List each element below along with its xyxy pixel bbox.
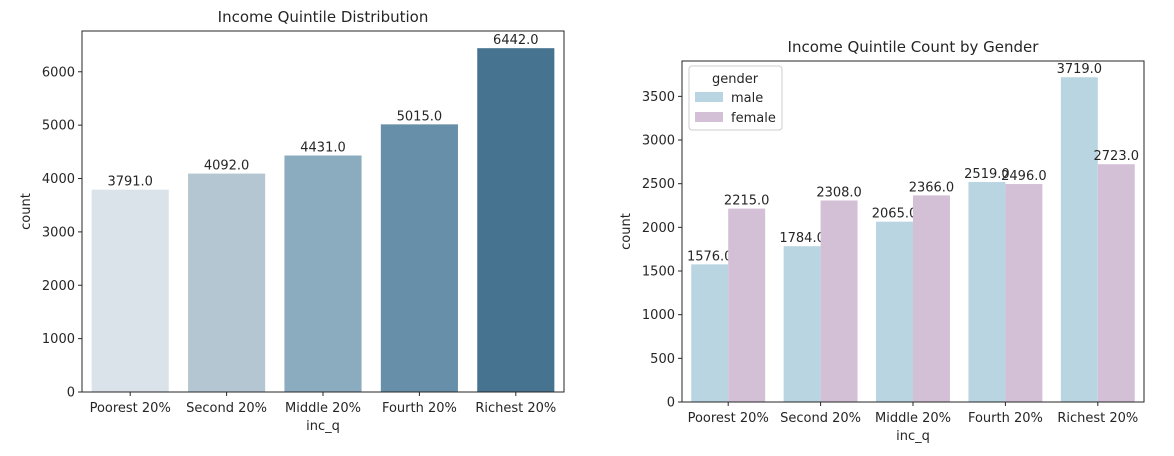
bar-male-richest-20-	[1060, 77, 1098, 403]
chart-title: Income Quintile Count by Gender	[788, 38, 1040, 56]
chart-1: Income Quintile Distribution 3791.0 4092.0…	[19, 8, 565, 434]
data-label: 2308.0	[816, 185, 862, 200]
data-label: 2065.0	[872, 207, 918, 222]
data-label: 1576.0	[687, 249, 733, 264]
bar-female-second-20-	[820, 200, 858, 402]
bar-middle-20-	[284, 155, 362, 392]
y-tick-label: 2000	[42, 279, 75, 294]
legend-swatch-male	[695, 92, 723, 102]
y-tick-label: 3500	[642, 90, 675, 105]
y-tick-label: 1000	[42, 332, 75, 347]
y-tick-label: 500	[650, 352, 675, 367]
x-tick-label: Poorest 20%	[90, 401, 171, 416]
bar-male-fourth-20-	[968, 182, 1006, 402]
x-tick-label: Poorest 20%	[688, 411, 769, 426]
legend-label-female: female	[731, 111, 776, 126]
x-axis-label: inc_q	[306, 419, 340, 434]
x-tick-label: Second 20%	[780, 411, 861, 426]
data-label: 2366.0	[909, 180, 955, 195]
legend-title: gender	[712, 72, 759, 87]
x-tick-label: Fourth 20%	[382, 401, 457, 416]
bar-female-poorest-20-	[728, 208, 766, 402]
bar-female-fourth-20-	[1005, 184, 1043, 402]
bar-female-richest-20-	[1097, 164, 1135, 402]
data-label: 2496.0	[1001, 169, 1047, 184]
data-label: 3719.0	[1057, 62, 1103, 77]
y-tick-label: 2000	[642, 221, 675, 236]
bar-male-poorest-20-	[691, 264, 729, 402]
x-axis-label: inc_q	[896, 429, 930, 444]
bar-richest-20-	[477, 48, 555, 392]
legend: gender male female	[688, 65, 783, 131]
data-label: 3791.0	[107, 175, 153, 190]
data-label: 4092.0	[204, 159, 250, 174]
y-tick-label: 1500	[642, 265, 675, 280]
x-tick-label: Fourth 20%	[968, 411, 1043, 426]
y-tick-label: 6000	[42, 65, 75, 80]
bar-fourth-20-	[380, 124, 458, 392]
data-label: 5015.0	[397, 109, 443, 124]
data-label: 2215.0	[724, 194, 770, 209]
y-tick-label: 0	[667, 396, 675, 411]
data-label: 2723.0	[1094, 149, 1140, 164]
x-tick-label: Middle 20%	[875, 411, 951, 426]
x-tick-label: Middle 20%	[285, 401, 361, 416]
y-axis-label: count	[619, 213, 634, 250]
legend-label-male: male	[731, 91, 763, 106]
bar-second-20-	[188, 173, 266, 392]
bar-poorest-20-	[91, 189, 169, 392]
data-label: 2519.0	[964, 167, 1010, 182]
x-tick-label: Richest 20%	[1057, 411, 1138, 426]
data-label: 1784.0	[779, 231, 825, 246]
y-tick-label: 2500	[642, 177, 675, 192]
chart-2: Income Quintile Count by Gender 1576.0 178…	[619, 38, 1145, 444]
y-tick-label: 3000	[42, 225, 75, 240]
y-tick-label: 3000	[642, 134, 675, 149]
y-tick-label: 5000	[42, 119, 75, 134]
y-axis-label: count	[19, 193, 34, 230]
x-tick-label: Richest 20%	[475, 401, 556, 416]
data-label: 4431.0	[300, 141, 346, 156]
x-tick-label: Second 20%	[186, 401, 267, 416]
data-label: 6442.0	[493, 33, 539, 48]
bar-male-middle-20-	[876, 221, 913, 402]
bar-female-middle-20-	[913, 195, 950, 402]
bar-male-second-20-	[783, 246, 821, 402]
y-tick-label: 4000	[42, 172, 75, 187]
chart-title: Income Quintile Distribution	[218, 8, 429, 26]
legend-swatch-female	[695, 112, 723, 122]
y-tick-label: 0	[67, 386, 75, 401]
y-tick-label: 1000	[642, 308, 675, 323]
